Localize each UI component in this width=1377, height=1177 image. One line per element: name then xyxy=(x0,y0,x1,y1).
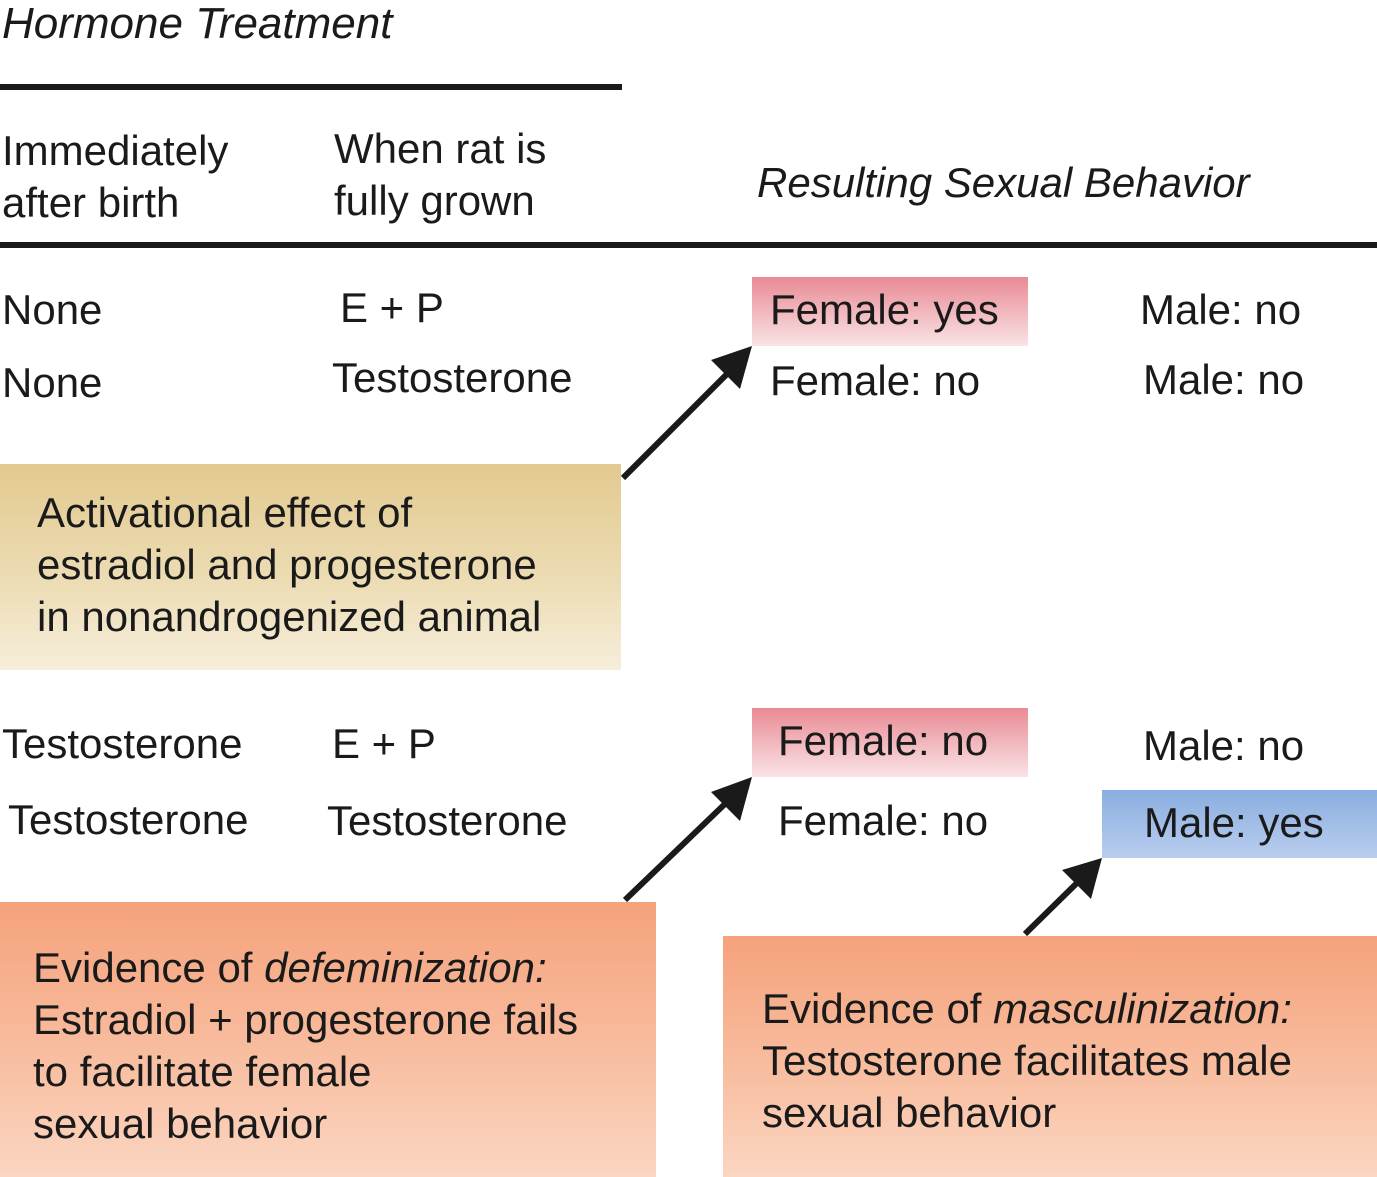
row2-grown: Testosterone xyxy=(332,354,573,401)
row2-male: Male: no xyxy=(1143,356,1305,403)
activational-line1: Activational effect of xyxy=(37,489,413,536)
arrow-activational-to-female-yes xyxy=(620,346,752,481)
defeminization-line1: Estradiol + progesterone fails xyxy=(33,996,579,1043)
masculinization-callout: Evidence of masculinization: Testosteron… xyxy=(723,936,1377,1177)
defeminization-line2: to facilitate female xyxy=(33,1048,372,1095)
col-header-result: Resulting Sexual Behavior xyxy=(757,159,1250,206)
row1-birth: None xyxy=(2,286,103,333)
row3-male: Male: no xyxy=(1143,722,1305,769)
female-yes-highlight xyxy=(752,277,1028,346)
arrow-masculinization-to-male-yes xyxy=(1022,858,1102,937)
col-header-grown-line2: fully grown xyxy=(334,177,535,224)
row2-female: Female: no xyxy=(770,357,981,404)
activational-line3: in nonandrogenized animal xyxy=(37,593,542,640)
row4-birth: Testosterone xyxy=(8,796,249,843)
defeminization-callout: Evidence of defeminization: Estradiol + … xyxy=(0,902,656,1177)
header-rule xyxy=(0,242,1377,248)
col-header-grown-line1: When rat is xyxy=(334,125,547,172)
row4-male: Male: yes xyxy=(1144,799,1324,846)
hormone-treatment-title: Hormone Treatment xyxy=(2,0,393,48)
masculinization-line1: Testosterone facilitates male xyxy=(762,1037,1292,1084)
masculinization-line2: sexual behavior xyxy=(762,1089,1057,1136)
row1-grown: E + P xyxy=(340,284,444,331)
row1-female: Female: yes xyxy=(770,286,999,333)
defeminization-line3: sexual behavior xyxy=(33,1100,328,1147)
defeminization-intro: Evidence of xyxy=(33,944,265,991)
defeminization-heading: Evidence of defeminization: xyxy=(33,942,656,994)
male-yes-highlight xyxy=(1102,790,1377,858)
row3-grown: E + P xyxy=(332,720,436,767)
hormone-treatment-rule xyxy=(0,84,622,90)
row4-female: Female: no xyxy=(778,797,989,844)
masculinization-heading: Evidence of masculinization: xyxy=(762,983,1377,1035)
activational-effect-callout: Activational effect of estradiol and pro… xyxy=(0,464,621,670)
row4-grown: Testosterone xyxy=(327,797,568,844)
row3-female: Female: no xyxy=(778,717,989,764)
arrow-defeminization-to-female-no xyxy=(622,777,752,903)
col-header-birth-line2: after birth xyxy=(2,179,180,226)
activational-line2: estradiol and progesterone xyxy=(37,541,537,588)
masculinization-term: masculinization: xyxy=(993,985,1292,1032)
masculinization-intro: Evidence of xyxy=(762,985,994,1032)
row1-male: Male: no xyxy=(1140,286,1302,333)
col-header-birth-line1: Immediately xyxy=(2,127,229,174)
female-no-highlight xyxy=(752,708,1028,777)
defeminization-term: defeminization: xyxy=(264,944,547,991)
row2-birth: None xyxy=(2,359,103,406)
row3-birth: Testosterone xyxy=(2,720,243,767)
